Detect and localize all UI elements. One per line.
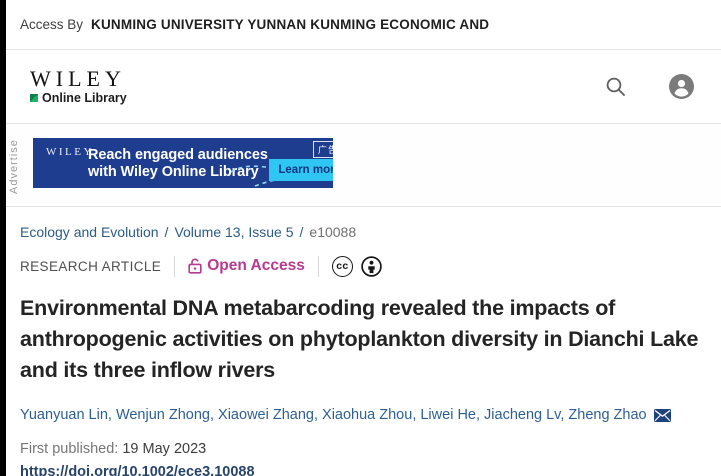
author-names[interactable]: Yuanyuan Lin, Wenjun Zhong, Xiaowei Zhan… (20, 407, 647, 423)
article-title: Environmental DNA metabarcoding revealed… (20, 296, 699, 382)
license-icons: cc (331, 255, 382, 277)
advertise-gutter-link[interactable]: Advertise (8, 139, 20, 195)
ad-banner[interactable]: WILEY Reach engaged audiences with Wiley… (33, 138, 333, 188)
first-published-label: First published: (20, 441, 119, 457)
ad-band: Advertise WILEY Reach engaged audiences … (0, 124, 721, 207)
first-published-row: First published: 19 May 2023 (20, 438, 701, 461)
ad-wiley-wordmark: WILEY (46, 146, 94, 158)
profile-icon[interactable] (668, 73, 695, 100)
access-by-label: Access By (20, 17, 84, 32)
wiley-pixel-icon (30, 94, 38, 102)
breadcrumb: Ecology and Evolution / Volume 13, Issue… (20, 224, 701, 240)
breadcrumb-separator: / (164, 224, 169, 240)
ad-tag-label: 广告 (312, 141, 333, 158)
screen-edge-strip (0, 0, 6, 476)
wiley-wordmark: WILEY (30, 66, 126, 91)
ad-headline-line1: Reach engaged audiences (88, 147, 268, 163)
open-access-badge: Open Access (188, 257, 305, 275)
breadcrumb-issue-link[interactable]: Volume 13, Issue 5 (174, 224, 294, 240)
learn-more-button[interactable]: Learn more (269, 159, 333, 181)
header-actions (604, 73, 695, 100)
online-library-label: Online Library (42, 91, 127, 105)
breadcrumb-separator: / (299, 224, 304, 240)
article-header-section: Ecology and Evolution / Volume 13, Issue… (0, 207, 721, 476)
breadcrumb-article-id: e10088 (309, 224, 357, 240)
cc-license-icon[interactable]: cc (331, 255, 353, 277)
site-header: WILEY Online Library (0, 50, 721, 124)
divider (174, 255, 176, 277)
first-published-date: 19 May 2023 (122, 441, 207, 457)
doi-link[interactable]: https://doi.org/10.1002/ece3.10088 (20, 463, 255, 476)
institution-access-bar: Access By KUNMING UNIVERSITY YUNNAN KUNM… (0, 0, 721, 50)
publication-info: First published: 19 May 2023 https://doi… (20, 438, 701, 476)
institution-name: KUNMING UNIVERSITY YUNNAN KUNMING ECONOM… (91, 17, 490, 32)
wiley-logo[interactable]: WILEY Online Library (30, 68, 127, 105)
article-type-label: RESEARCH ARTICLE (20, 258, 162, 274)
authors-line[interactable]: Yuanyuan Lin, Wenjun Zhong, Xiaowei Zhan… (20, 407, 701, 423)
article-meta-row: RESEARCH ARTICLE Open Access cc (20, 254, 701, 278)
cc-by-attribution-icon[interactable] (361, 255, 382, 277)
open-access-label: Open Access (207, 257, 305, 274)
ad-headline-line2: with Wiley Online Library (88, 163, 259, 180)
email-envelope-icon[interactable] (653, 408, 671, 422)
breadcrumb-journal-link[interactable]: Ecology and Evolution (20, 224, 159, 240)
divider (317, 255, 319, 277)
ad-headline: Reach engaged audiences with Wiley Onlin… (88, 147, 268, 180)
open-lock-icon (188, 258, 202, 274)
search-icon[interactable] (604, 75, 628, 99)
